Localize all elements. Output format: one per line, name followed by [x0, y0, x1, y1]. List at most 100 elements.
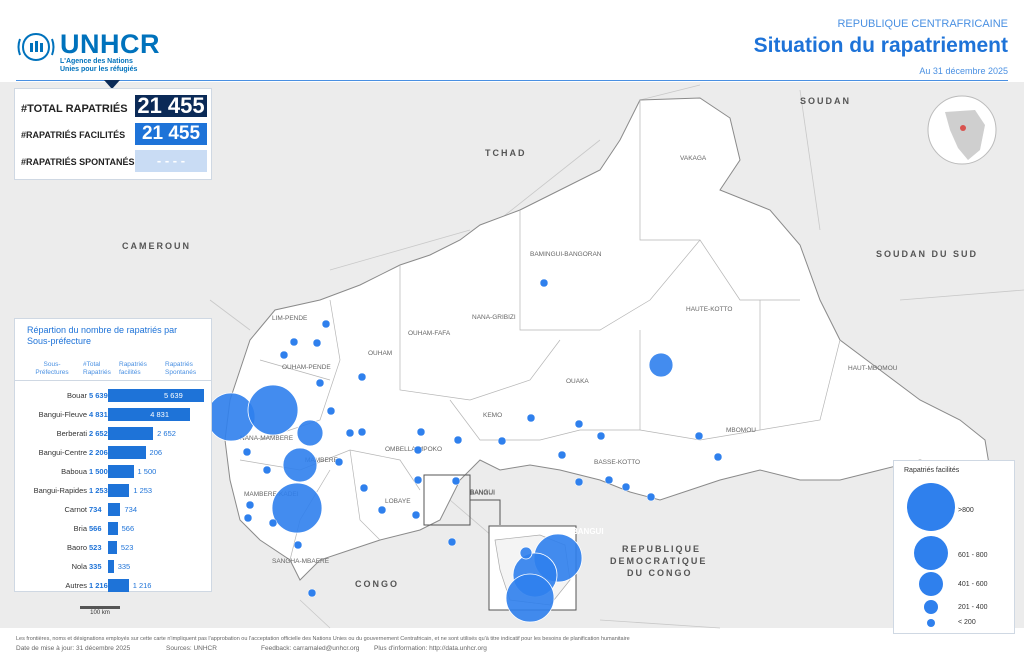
- col-header-total: #Total Rapatriés: [83, 361, 111, 376]
- bar-row-total: 2 206: [89, 448, 108, 457]
- pref-label: BANGUI: [470, 490, 495, 497]
- country-label-rdc-2: DEMOCRATIQUE: [610, 556, 707, 566]
- bar-row-bar: [108, 560, 114, 573]
- pref-label: LIM-PENDE: [272, 315, 308, 322]
- country-label-cameroun: CAMEROUN: [122, 241, 191, 251]
- pref-label: BAMINGUI-BANGORAN: [530, 251, 602, 258]
- bar-row-total: 523: [89, 543, 102, 552]
- bubble-marker: [282, 447, 318, 483]
- bar-row-label: Baboua: [61, 467, 87, 476]
- bubble-baboua: [247, 384, 299, 436]
- pref-label: SANGHA-MBAERE: [272, 558, 330, 565]
- bar-row-bar: [108, 541, 117, 554]
- bar-row-label: Berberati: [56, 429, 87, 438]
- col-header-spontaneous: Rapatriés Spontanés: [165, 361, 197, 376]
- legend-circle-xl: [907, 483, 955, 531]
- bar-row-bar: [108, 465, 134, 478]
- header-divider: [16, 80, 1008, 81]
- bar-row-total: 1 216: [89, 581, 108, 590]
- bar-row-total: 2 652: [89, 429, 108, 438]
- footer-feedback: Feedback: carramaled@unhcr.org: [261, 645, 360, 652]
- bar-row-bar: [108, 484, 130, 497]
- pref-label: MAMBERE: [305, 457, 339, 464]
- pref-label: OMBELLA-MPOKO: [385, 446, 442, 453]
- country-label-soudan: SOUDAN: [800, 96, 851, 106]
- scale-label: 100 km: [90, 610, 110, 616]
- bubble-bouar: [206, 392, 256, 442]
- pref-label: NANA-GRIBIZI: [472, 314, 516, 321]
- africa-silhouette: [945, 110, 985, 160]
- bar-panel-title: Répartion du nombre de rapatriés par Sou…: [27, 325, 178, 346]
- scale-bar: 100 km: [80, 606, 120, 616]
- pref-label: OUAKA: [566, 378, 589, 385]
- scale-line: [80, 606, 120, 609]
- pref-label: MBOMOU: [726, 427, 756, 434]
- bar-panel-divider: [15, 380, 211, 381]
- bar-row-value: 4 831: [150, 410, 170, 419]
- bar-row-bar: [108, 427, 154, 440]
- bar-row-total: 335: [89, 562, 102, 571]
- country-name: REPUBLIQUE CENTRAFRICAINE: [837, 18, 1008, 30]
- bubble-berberati: [271, 482, 323, 534]
- bar-row-value: 1 253: [133, 486, 153, 495]
- bar-row-value: 5 639: [164, 391, 183, 400]
- bangui-callout-line: [470, 499, 501, 525]
- bar-row-total: 5 639: [89, 391, 108, 400]
- footer-disclaimer: Les frontières, noms et désignations emp…: [16, 636, 630, 642]
- legend-title: Rapatriés facilités: [904, 467, 960, 474]
- bar-row-total: 1 253: [89, 486, 108, 495]
- facilitated-value: 21 455: [135, 123, 207, 145]
- legend-class: 401 - 600: [958, 581, 988, 588]
- unhcr-logo: UNHCR L'Agence des Nations Unies pour le…: [16, 30, 160, 74]
- bar-row-label: Autres: [65, 581, 87, 590]
- legend-circle-m: [919, 572, 943, 596]
- pref-label: MAMBERE-KADEI: [244, 491, 299, 498]
- total-label: #TOTAL RAPATRIÉS: [21, 103, 128, 115]
- bar-row-value: 1 500: [137, 467, 157, 476]
- page-title: Situation du rapatriement: [753, 34, 1008, 57]
- bubble-marker: [519, 546, 533, 560]
- country-label-rdc-1: REPUBLIQUE: [622, 544, 701, 554]
- country-label-congo: CONGO: [355, 579, 399, 589]
- bangui-map-label: BANGUI: [470, 489, 495, 496]
- pref-label: VAKAGA: [680, 155, 707, 162]
- pref-label: NANA-MAMBERE: [240, 435, 294, 442]
- header-pointer: [104, 80, 120, 89]
- bar-row-value: 1 216: [132, 581, 152, 590]
- bar-row-value: 2 652: [157, 429, 176, 438]
- legend-class: 601 - 800: [958, 552, 988, 559]
- pref-label: HAUTE-KOTTO: [686, 306, 732, 313]
- pref-label: OUHAM: [368, 350, 392, 357]
- bar-row-label: Bangui-Rapides: [33, 486, 87, 495]
- bar-row-value: 734: [124, 505, 137, 514]
- pref-label: KEMO: [483, 412, 502, 419]
- bar-row-bar: [108, 522, 118, 535]
- spontaneous-label: #RAPATRIÉS SPONTANÉS: [21, 157, 135, 167]
- bar-row-total: 566: [89, 524, 102, 533]
- bar-row-label: Bouar: [66, 391, 87, 400]
- bar-row-value: 335: [117, 562, 131, 571]
- bar-row-bar: [108, 446, 146, 459]
- pref-label: HAUT-MBOMOU: [848, 365, 898, 372]
- car-locator-dot: [960, 125, 966, 131]
- totals-panel: #TOTAL RAPATRIÉS 21 455 #RAPATRIÉS FACIL…: [14, 88, 212, 180]
- unhcr-emblem-icon: [17, 32, 55, 62]
- footer-more-info: Plus d'information: http://data.unhcr.or…: [374, 645, 487, 652]
- org-name: UNHCR: [60, 29, 160, 59]
- small-bubbles: [242, 278, 723, 598]
- bubble-bria: [648, 352, 674, 378]
- bar-row-label: Carnot: [64, 505, 87, 514]
- bar-row-value: 206: [149, 448, 163, 457]
- pref-label: OUHAM-PENDE: [282, 364, 331, 371]
- country-label-rdc-3: DU CONGO: [627, 568, 693, 578]
- facilitated-label: #RAPATRIÉS FACILITÉS: [21, 130, 126, 140]
- map-legend: Rapatriés facilités >800 601 - 800 401 -…: [893, 460, 1015, 634]
- report-date: Au 31 décembre 2025: [919, 66, 1008, 76]
- international-borders: [209, 84, 1024, 629]
- pref-label: LOBAYE: [385, 498, 411, 505]
- bar-row-total: 1 500: [89, 467, 108, 476]
- bar-row-total: 734: [89, 505, 102, 514]
- bar-row-value: 523: [120, 543, 134, 552]
- legend-class: < 200: [958, 619, 976, 626]
- bar-row-value: 566: [121, 524, 135, 533]
